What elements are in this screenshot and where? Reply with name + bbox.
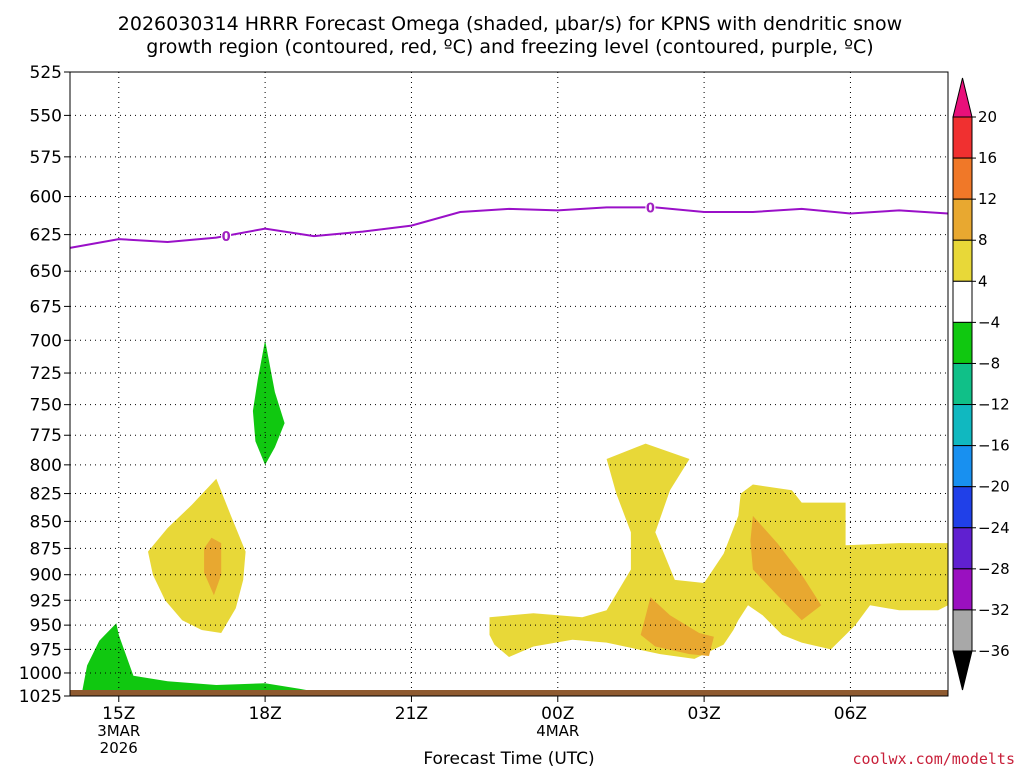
omega-region-5 [489,443,948,659]
freezing-label-bg [645,200,656,215]
x-tick-label: 18Z [248,704,281,724]
colorbar-label: −24 [978,519,1010,537]
y-tick-label: 650 [30,262,62,282]
omega-region-4 [204,537,222,596]
omega-region-6 [640,597,714,656]
y-tick-label: 925 [30,591,62,611]
colorbar-bin [952,404,973,447]
credit-text: coolwx.com/modelts [852,750,1015,768]
freezing-level-label: 0 [646,201,655,216]
colorbar-label: 20 [978,108,997,126]
grid [70,72,948,696]
chart-title-line2: growth region (contoured, red, ºC) and f… [146,36,873,58]
colorbar-label: −12 [978,396,1010,414]
y-axis: 525 550 575 600 625 650 675 700 725 750 775 800 825 8… [19,63,70,707]
colorbar-bin [952,116,973,159]
omega-region-7 [750,515,822,621]
y-tick-label: 525 [30,63,62,83]
omega-region-3 [148,478,246,633]
colorbar-bin [952,568,973,611]
colorbar-bottom-arrow [952,650,973,691]
colorbar-label: 16 [978,149,997,167]
y-tick-label: 725 [30,364,62,384]
y-tick-label: 875 [30,539,62,559]
colorbar-bin [952,157,973,200]
colorbar-bin [952,321,973,364]
y-tick-label: 550 [30,106,62,126]
y-tick-label: 800 [30,456,62,476]
x-tick-label: 21Z [395,704,428,724]
omega-region-1 [252,340,285,465]
x-tick-label: 00Z [541,704,574,724]
colorbar-label: −20 [978,478,1010,496]
colorbar-bin [952,198,973,241]
colorbar-bin [952,609,973,652]
colorbar-label: −36 [978,642,1010,660]
freezing-level-line [69,206,949,249]
colorbar-bin [952,486,973,529]
colorbar-label: 12 [978,190,997,208]
freezing-level-contour: 00 [69,200,949,249]
ground [70,690,948,696]
y-tick-label: 825 [30,485,62,505]
colorbar-label: −16 [978,437,1010,455]
y-tick-label: 1025 [19,687,62,707]
colorbar-label: −32 [978,601,1010,619]
colorbar-bin [952,239,973,282]
y-tick-label: 600 [30,188,62,208]
freezing-level-label: 0 [222,230,231,245]
x-tick-date: 3MAR [97,722,140,740]
y-tick-label: 675 [30,297,62,317]
y-tick-label: 975 [30,640,62,660]
colorbar-label: −28 [978,560,1010,578]
y-tick-label: 575 [30,148,62,168]
colorbar-label: −8 [978,354,1000,372]
omega-shading [82,340,948,692]
y-tick-label: 625 [30,226,62,246]
y-tick-label: 850 [30,512,62,532]
colorbar-bin [952,527,973,570]
colorbar-label: 4 [978,272,988,290]
colorbar-bin [952,280,973,323]
x-tick-label: 15Z [102,704,135,724]
y-tick-label: 900 [30,566,62,586]
colorbar-bin [952,445,973,488]
y-tick-label: 775 [30,426,62,446]
colorbar-bin [952,362,973,406]
chart-title-line1: 2026030314 HRRR Forecast Omega (shaded, … [118,13,902,35]
y-tick-label: 700 [30,331,62,351]
x-axis-label: Forecast Time (UTC) [423,749,594,768]
colorbar: 20 16 12 8 4 −4 −8 −12 −16 −20 −24 −28 −32 −36 [952,77,1010,691]
x-tick-label: 06Z [834,704,867,724]
freezing-label-bg [221,228,232,243]
colorbar-top-arrow [952,77,973,118]
colorbar-label: −4 [978,313,1000,331]
x-tick-year: 2026 [100,739,138,757]
ground-strip [70,690,948,696]
y-tick-label: 950 [30,616,62,636]
y-tick-label: 1000 [19,664,62,684]
y-tick-label: 750 [30,396,62,416]
x-tick-date: 4MAR [536,722,579,740]
omega-region-2 [82,623,314,692]
plot-frame [69,71,949,697]
x-tick-label: 03Z [687,704,720,724]
colorbar-label: 8 [978,231,988,249]
